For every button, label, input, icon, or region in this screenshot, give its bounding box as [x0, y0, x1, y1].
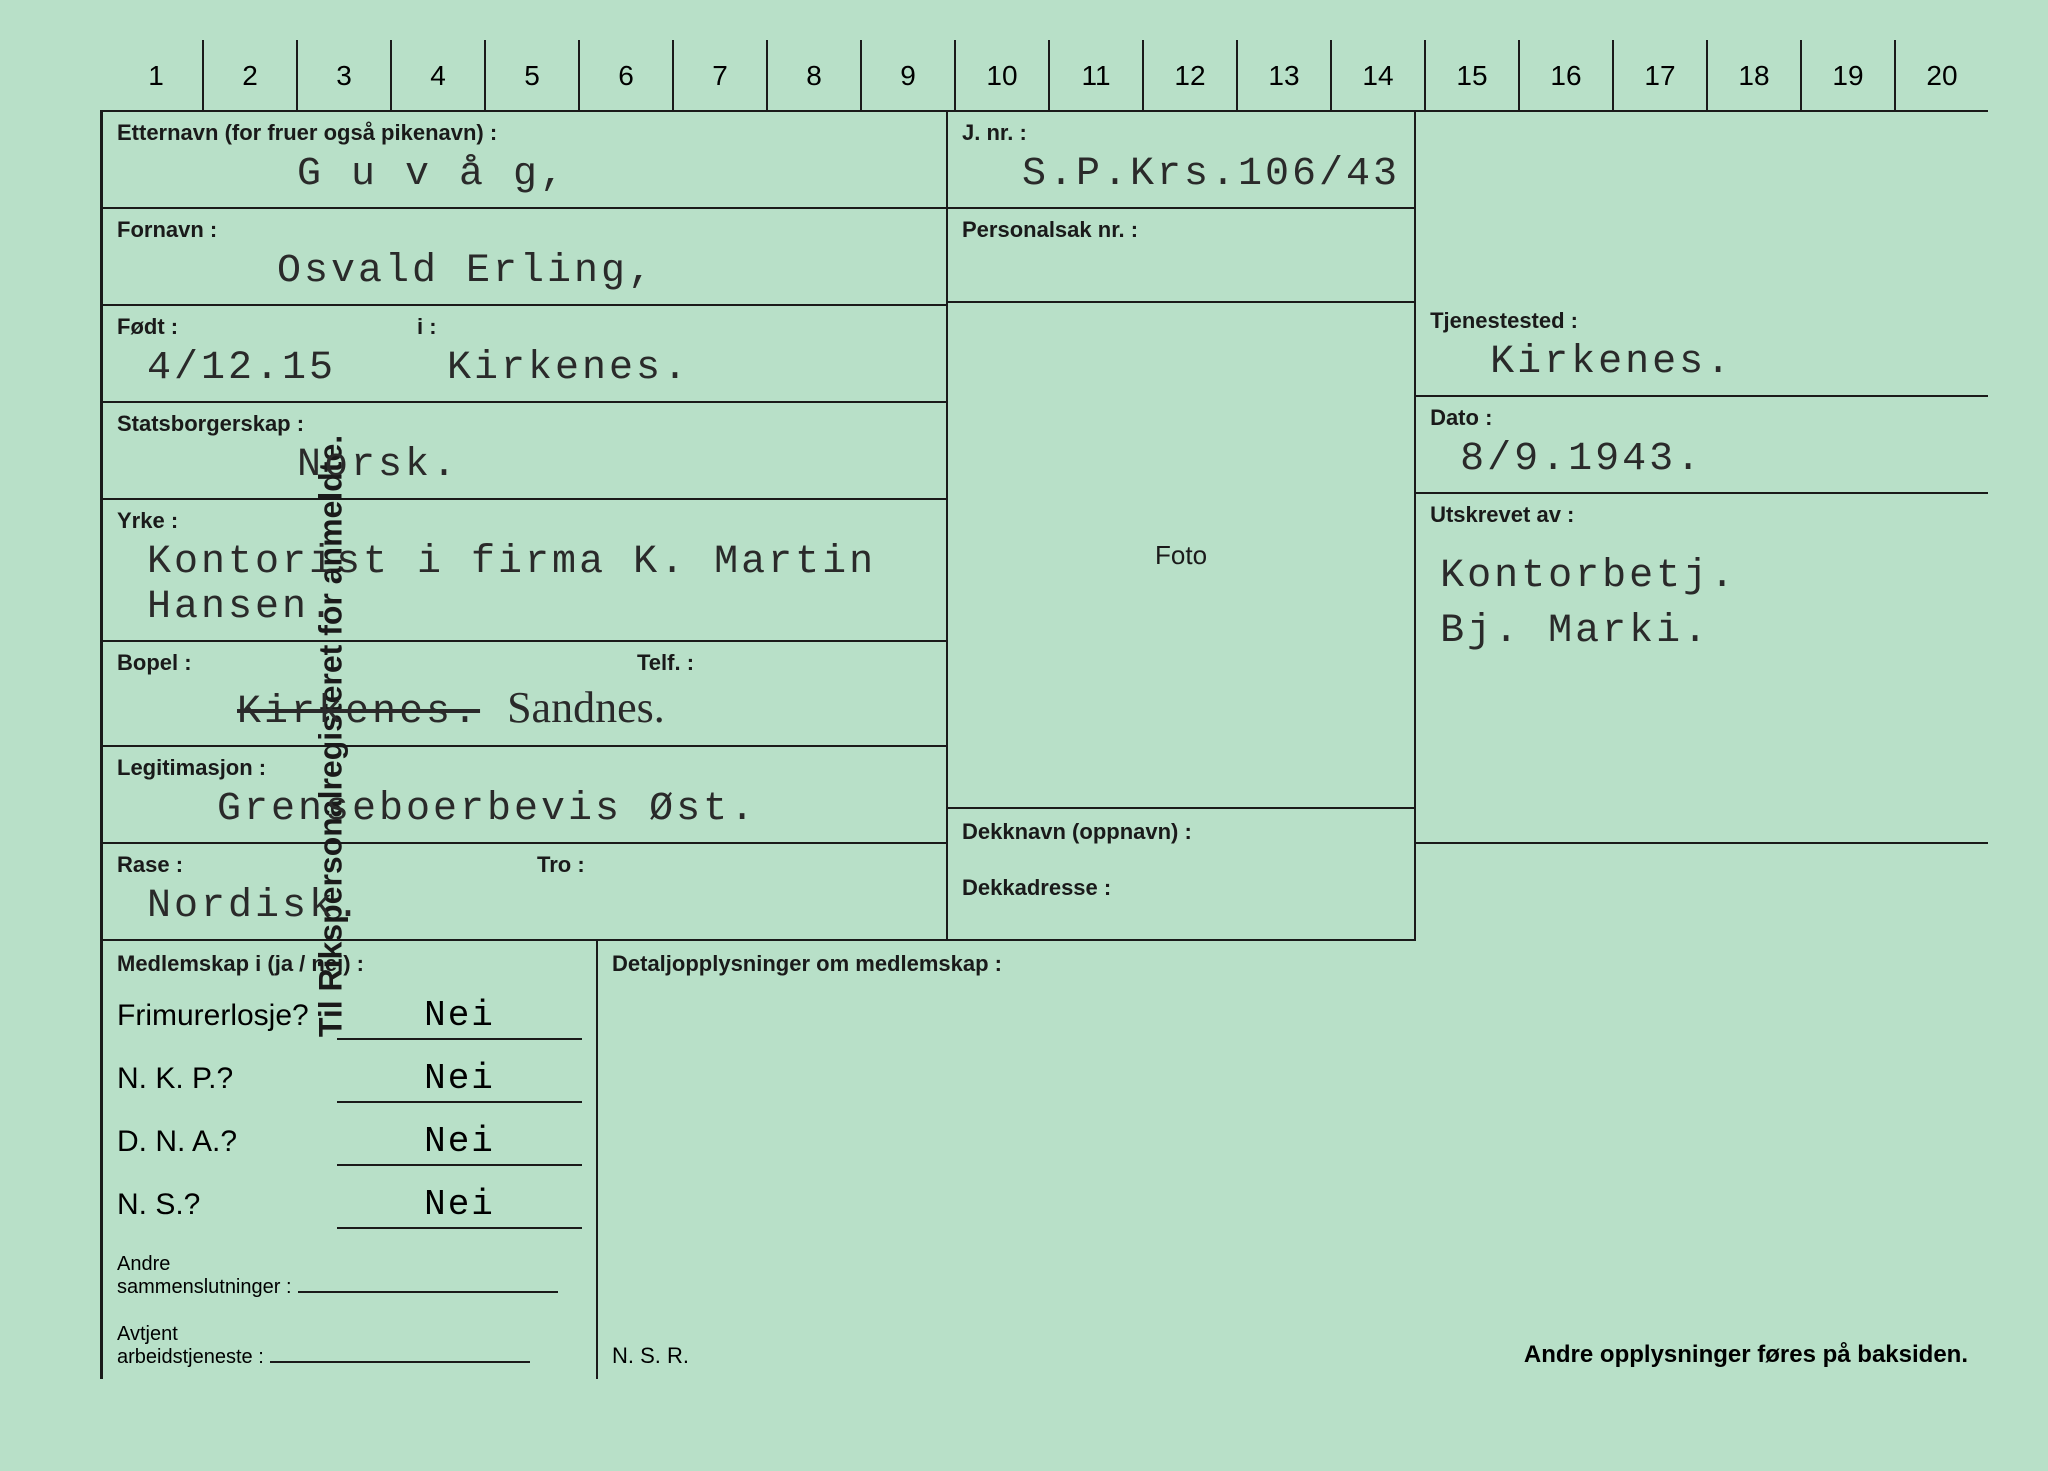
- registration-card: 1 2 3 4 5 6 7 8 9 10 11 12 13 14 15 16 1…: [100, 40, 1988, 1431]
- main-grid: Etternavn (for fruer også pikenavn) : G …: [100, 112, 1988, 941]
- field-etternavn: Etternavn (for fruer også pikenavn) : G …: [103, 112, 948, 209]
- field-fornavn: Fornavn : Osvald Erling,: [103, 209, 948, 306]
- field-bopel: Bopel : Telf. : Kirkenes. Sandnes.: [103, 642, 948, 747]
- row-nkp: N. K. P.? Nei: [117, 1058, 582, 1103]
- value-legitimasjon: Grenseboerbevis Øst.: [117, 781, 932, 836]
- row-avtjent: Avtjentarbeidstjeneste :: [117, 1323, 582, 1369]
- label-dato: Dato :: [1430, 405, 1974, 431]
- right-column: Tjenestested : Kirkenes. Dato : 8/9.1943…: [1416, 112, 1988, 941]
- label-personalsak: Personalsak nr. :: [962, 217, 1400, 243]
- field-tjenestested: Tjenestested : Kirkenes.: [1416, 300, 1988, 397]
- value-frimurer: Nei: [337, 995, 582, 1040]
- value-statsborgerskap: Norsk.: [117, 437, 932, 492]
- value-dna: Nei: [337, 1121, 582, 1166]
- field-personalsak: Personalsak nr. :: [948, 209, 1416, 303]
- ruler-cell: 17: [1612, 40, 1706, 110]
- footnote: Andre opplysninger føres på baksiden.: [1524, 1341, 1968, 1369]
- membership-section: Medlemskap i (ja / nei) : Frimurerlosje?…: [100, 941, 1988, 1379]
- value-tjenestested: Kirkenes.: [1430, 334, 1974, 389]
- ruler-cell: 4: [390, 40, 484, 110]
- ruler-cell: 13: [1236, 40, 1330, 110]
- label-fodt: Født :: [117, 314, 417, 340]
- label-tro: Tro :: [537, 852, 932, 878]
- value-fornavn: Osvald Erling,: [117, 243, 932, 298]
- value-yrke: Kontorist i firma K. Martin Hansen.: [117, 534, 932, 634]
- label-statsborgerskap: Statsborgerskap :: [117, 411, 932, 437]
- value-bopel-struck: Kirkenes.: [237, 690, 480, 735]
- value-ns: Nei: [337, 1184, 582, 1229]
- label-andre-samm: Andresammenslutninger :: [117, 1253, 292, 1298]
- label-bopel: Bopel :: [117, 650, 637, 676]
- row-andre-samm: Andresammenslutninger :: [117, 1253, 582, 1299]
- label-avtjent: Avtjentarbeidstjeneste :: [117, 1323, 264, 1368]
- middle-column: J. nr. : S.P.Krs.106/43 Personalsak nr. …: [948, 112, 1416, 941]
- field-utskrevet: Utskrevet av : Kontorbetj. Bj. Marki.: [1416, 494, 1988, 844]
- value-fodt-i: Kirkenes.: [417, 340, 932, 395]
- value-dato: 8/9.1943.: [1430, 431, 1974, 486]
- membership-details: Detaljopplysninger om medlemskap : N. S.…: [598, 941, 1988, 1379]
- field-yrke: Yrke : Kontorist i firma K. Martin Hanse…: [103, 500, 948, 642]
- value-bopel-handwritten: Sandnes.: [507, 683, 665, 732]
- ruler-cell: 19: [1800, 40, 1894, 110]
- ruler-cell: 11: [1048, 40, 1142, 110]
- value-etternavn: G u v å g,: [117, 146, 932, 201]
- ruler-cell: 14: [1330, 40, 1424, 110]
- label-nkp: N. K. P.?: [117, 1062, 337, 1096]
- field-statsborgerskap: Statsborgerskap : Norsk.: [103, 403, 948, 500]
- field-dato: Dato : 8/9.1943.: [1416, 397, 1988, 494]
- label-jnr: J. nr. :: [962, 120, 1400, 146]
- label-dekkadresse: Dekkadresse :: [962, 875, 1400, 901]
- ruler-cell: 15: [1424, 40, 1518, 110]
- field-jnr: J. nr. : S.P.Krs.106/43: [948, 112, 1416, 209]
- value-fodt: 4/12.15: [117, 340, 417, 395]
- label-etternavn: Etternavn (for fruer også pikenavn) :: [117, 120, 932, 146]
- label-telf: Telf. :: [637, 650, 932, 676]
- value-nkp: Nei: [337, 1058, 582, 1103]
- label-tjenestested: Tjenestested :: [1430, 308, 1974, 334]
- row-dna: D. N. A.? Nei: [117, 1121, 582, 1166]
- ruler-cell: 16: [1518, 40, 1612, 110]
- value-rase: Nordisk.: [117, 878, 537, 933]
- ruler-cell: 6: [578, 40, 672, 110]
- ruler-cell: 18: [1706, 40, 1800, 110]
- label-ns: N. S.?: [117, 1188, 337, 1222]
- ruler-cell: 1: [110, 40, 202, 110]
- left-column: Etternavn (for fruer også pikenavn) : G …: [103, 112, 948, 941]
- label-detalj: Detaljopplysninger om medlemskap :: [612, 951, 1974, 977]
- ruler-cell: 8: [766, 40, 860, 110]
- value-jnr: S.P.Krs.106/43: [962, 146, 1400, 201]
- membership-questions: Medlemskap i (ja / nei) : Frimurerlosje?…: [103, 941, 598, 1379]
- label-utskrevet: Utskrevet av :: [1430, 502, 1974, 528]
- foto-placeholder: Foto: [948, 303, 1416, 809]
- ruler-cell: 9: [860, 40, 954, 110]
- value-bopel: Kirkenes. Sandnes.: [117, 676, 932, 739]
- field-legitimasjon: Legitimasjon : Grenseboerbevis Øst.: [103, 747, 948, 844]
- label-yrke: Yrke :: [117, 508, 932, 534]
- field-rase-tro: Rase : Nordisk. Tro :: [103, 844, 948, 941]
- label-dekknavn: Dekknavn (oppnavn) :: [962, 819, 1400, 845]
- ruler-cell: 12: [1142, 40, 1236, 110]
- ruler-cell: 5: [484, 40, 578, 110]
- label-legitimasjon: Legitimasjon :: [117, 755, 932, 781]
- label-medlemskap: Medlemskap i (ja / nei) :: [117, 951, 582, 977]
- label-foto: Foto: [1155, 540, 1207, 571]
- ruler-cell: 20: [1894, 40, 1988, 110]
- ruler-cell: 2: [202, 40, 296, 110]
- ruler-cell: 10: [954, 40, 1048, 110]
- row-frimurer: Frimurerlosje? Nei: [117, 995, 582, 1040]
- row-ns: N. S.? Nei: [117, 1184, 582, 1229]
- value-utskrevet2: Bj. Marki.: [1430, 603, 1974, 658]
- value-utskrevet1: Kontorbetj.: [1430, 548, 1974, 603]
- label-fornavn: Fornavn :: [117, 217, 932, 243]
- field-dekknavn: Dekknavn (oppnavn) : Dekkadresse :: [948, 809, 1416, 941]
- ruler-cell: 7: [672, 40, 766, 110]
- label-nsr: N. S. R.: [612, 1343, 689, 1369]
- ruler-cell: 3: [296, 40, 390, 110]
- label-frimurer: Frimurerlosje?: [117, 999, 337, 1033]
- label-fodt-i: i :: [417, 314, 932, 340]
- label-rase: Rase :: [117, 852, 537, 878]
- ruler: 1 2 3 4 5 6 7 8 9 10 11 12 13 14 15 16 1…: [100, 40, 1988, 112]
- field-fodt: Født : 4/12.15 i : Kirkenes.: [103, 306, 948, 403]
- label-dna: D. N. A.?: [117, 1125, 337, 1159]
